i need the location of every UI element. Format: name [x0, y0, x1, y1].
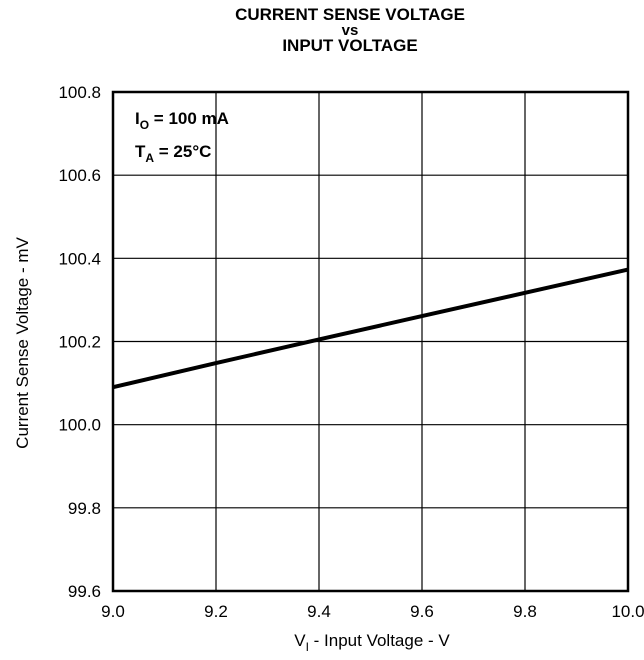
y-tick-labels: 99.6 99.8 100.0 100.2 100.4 100.6 100.8	[58, 83, 101, 601]
chart-title: CURRENT SENSE VOLTAGE vs INPUT VOLTAGE	[0, 6, 644, 55]
y-tick-label: 99.8	[68, 499, 101, 518]
x-tick-label: 9.4	[307, 602, 331, 621]
y-tick-label: 100.2	[58, 333, 101, 352]
grid	[113, 92, 628, 591]
title-line-1: CURRENT SENSE VOLTAGE	[235, 5, 465, 24]
annotation-io: IO = 100 mA	[135, 109, 229, 132]
x-tick-labels: 9.0 9.2 9.4 9.6 9.8 10.0	[101, 602, 644, 621]
y-tick-label: 100.8	[58, 83, 101, 102]
x-tick-label: 9.8	[513, 602, 537, 621]
y-tick-label: 100.4	[58, 249, 101, 268]
y-tick-label: 100.6	[58, 166, 101, 185]
plot-frame	[111, 90, 630, 593]
title-line-3: INPUT VOLTAGE	[282, 36, 418, 55]
y-tick-label: 100.0	[58, 416, 101, 435]
x-tick-label: 10.0	[611, 602, 644, 621]
annotation-ta: TA = 25°C	[135, 142, 211, 165]
y-tick-label: 99.6	[68, 582, 101, 601]
x-tick-label: 9.0	[101, 602, 125, 621]
series-line	[112, 267, 629, 390]
title-line-2: vs	[341, 22, 359, 39]
y-axis-label: Current Sense Voltage - mV	[13, 237, 32, 449]
x-axis-label: VI - Input Voltage - V	[294, 631, 450, 654]
x-tick-label: 9.2	[204, 602, 228, 621]
x-tick-label: 9.6	[410, 602, 434, 621]
